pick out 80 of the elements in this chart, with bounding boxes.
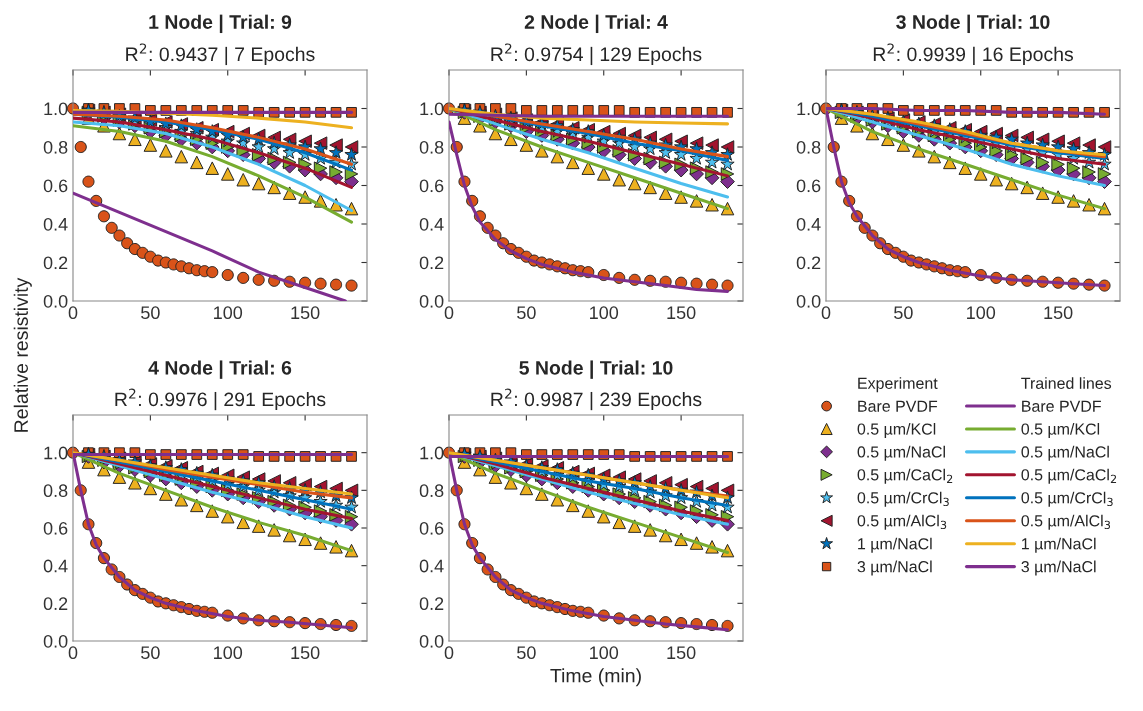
y-tick-label: 0.0 (419, 634, 444, 648)
x-tick-label: 50 (141, 306, 160, 320)
x-tick-label: 100 (214, 646, 243, 660)
legend-label: 0.5 µm/NaCl (857, 445, 945, 461)
y-tick-label: 0.2 (419, 256, 444, 270)
chart-subtitle: R$^{2}$: 0.9437 | 7 Epochs (126, 43, 315, 66)
chart-title: 5 Node | Trial: 10 (519, 360, 673, 379)
legend-label: Bare PVDF (1022, 400, 1101, 412)
legend-label: 0.5 µm/CaCl$_{2}$ (857, 468, 953, 484)
x-tick-label: 0 (444, 646, 454, 660)
x-axis-title: Time (min) (550, 668, 641, 687)
x-tick-label: 150 (291, 646, 320, 660)
x-tick-label: 100 (590, 646, 619, 660)
legend-label: 3 µm/NaCl (1021, 560, 1096, 576)
y-tick-label: 0.8 (419, 140, 444, 154)
chart-title: 4 Node | Trial: 6 (148, 360, 292, 379)
legend-label: 0.5 µm/KCl (857, 422, 936, 438)
chart-subtitle: R$^{2}$: 0.9754 | 129 Epochs (491, 43, 702, 66)
y-tick-label: 0.6 (43, 521, 68, 535)
y-tick-label: 1.0 (44, 446, 68, 460)
x-tick-label: 100 (967, 306, 996, 320)
chart-subtitle: R$^{2}$: 0.9939 | 16 Epochs (873, 43, 1074, 66)
y-tick-label: 0.8 (43, 484, 68, 498)
legend-label: 0.5 µm/AlCl$_{3}$ (1021, 514, 1111, 530)
chart-title: 1 Node | Trial: 9 (149, 14, 292, 34)
y-tick-label: 0.0 (43, 294, 68, 308)
x-tick-label: 100 (214, 306, 243, 320)
x-tick-label: 0 (68, 646, 78, 660)
legend-label: 0.5 µm/AlCl$_{3}$ (857, 514, 947, 530)
legend-label: Bare PVDF (858, 400, 938, 412)
chart-subtitle: R$^{2}$: 0.9976 | 291 Epochs (115, 388, 326, 411)
y-tick-label: 0.4 (43, 559, 68, 573)
x-tick-label: 100 (590, 306, 619, 320)
y-tick-label: 0.6 (419, 521, 444, 535)
y-tick-label: 0.2 (796, 256, 821, 270)
x-tick-label: 50 (894, 306, 913, 320)
y-tick-label: 0.6 (419, 179, 444, 193)
y-tick-label: 0.8 (796, 140, 821, 154)
legend-label: 0.5 µm/CrCl$_{3}$ (857, 491, 949, 507)
y-tick-label: 0.2 (43, 597, 68, 611)
text: Experiment (858, 377, 938, 393)
y-tick-label: 1.0 (420, 446, 444, 460)
legend-label: 0.5 µm/CrCl$_{3}$ (1021, 491, 1113, 507)
x-tick-label: 150 (291, 306, 320, 320)
y-tick-label: 0.2 (43, 256, 68, 270)
x-tick-label: 150 (667, 306, 696, 320)
legend-label: 3 µm/NaCl (857, 560, 932, 576)
y-tick-label: 0.6 (43, 179, 68, 193)
text: Trained lines (1021, 377, 1112, 389)
y-tick-label: 0.4 (419, 217, 444, 231)
y-tick-label: 0.8 (419, 484, 444, 498)
x-tick-label: 50 (517, 646, 536, 660)
legend-label: 1 µm/NaCl (858, 537, 932, 553)
legend-label: 0.5 µm/KCl (1021, 422, 1100, 438)
chart-title: 2 Node | Trial: 4 (524, 14, 668, 34)
legend-label: 0.5 µm/NaCl (1021, 445, 1109, 461)
y-tick-label: 1.0 (420, 102, 444, 116)
legend-label: 0.5 µm/CaCl$_{2}$ (1021, 468, 1117, 484)
chart-subtitle: R$^{2}$: 0.9987 | 239 Epochs (491, 388, 702, 411)
y-tick-label: 0.0 (419, 294, 444, 308)
y-axis-title: Relative resistivity (13, 277, 32, 432)
y-tick-label: 0.4 (796, 217, 821, 231)
y-tick-label: 0.4 (43, 217, 68, 231)
y-tick-label: 0.6 (796, 179, 821, 193)
x-tick-label: 0 (68, 306, 78, 320)
x-tick-label: 150 (1044, 306, 1073, 320)
y-tick-label: 0.2 (419, 597, 444, 611)
x-tick-label: 50 (517, 306, 536, 320)
x-tick-label: 150 (667, 646, 696, 660)
x-tick-label: 0 (821, 306, 831, 320)
y-tick-label: 0.4 (419, 559, 444, 573)
x-tick-label: 0 (444, 306, 454, 320)
chart-title: 3 Node | Trial: 10 (896, 14, 1050, 34)
legend-label: 1 µm/NaCl (1022, 537, 1096, 553)
y-tick-label: 0.0 (796, 294, 821, 308)
y-tick-label: 0.8 (43, 140, 68, 154)
y-tick-label: 1.0 (797, 102, 821, 116)
y-tick-label: 0.0 (43, 634, 68, 648)
x-tick-label: 50 (141, 646, 160, 660)
y-tick-label: 1.0 (44, 102, 68, 116)
